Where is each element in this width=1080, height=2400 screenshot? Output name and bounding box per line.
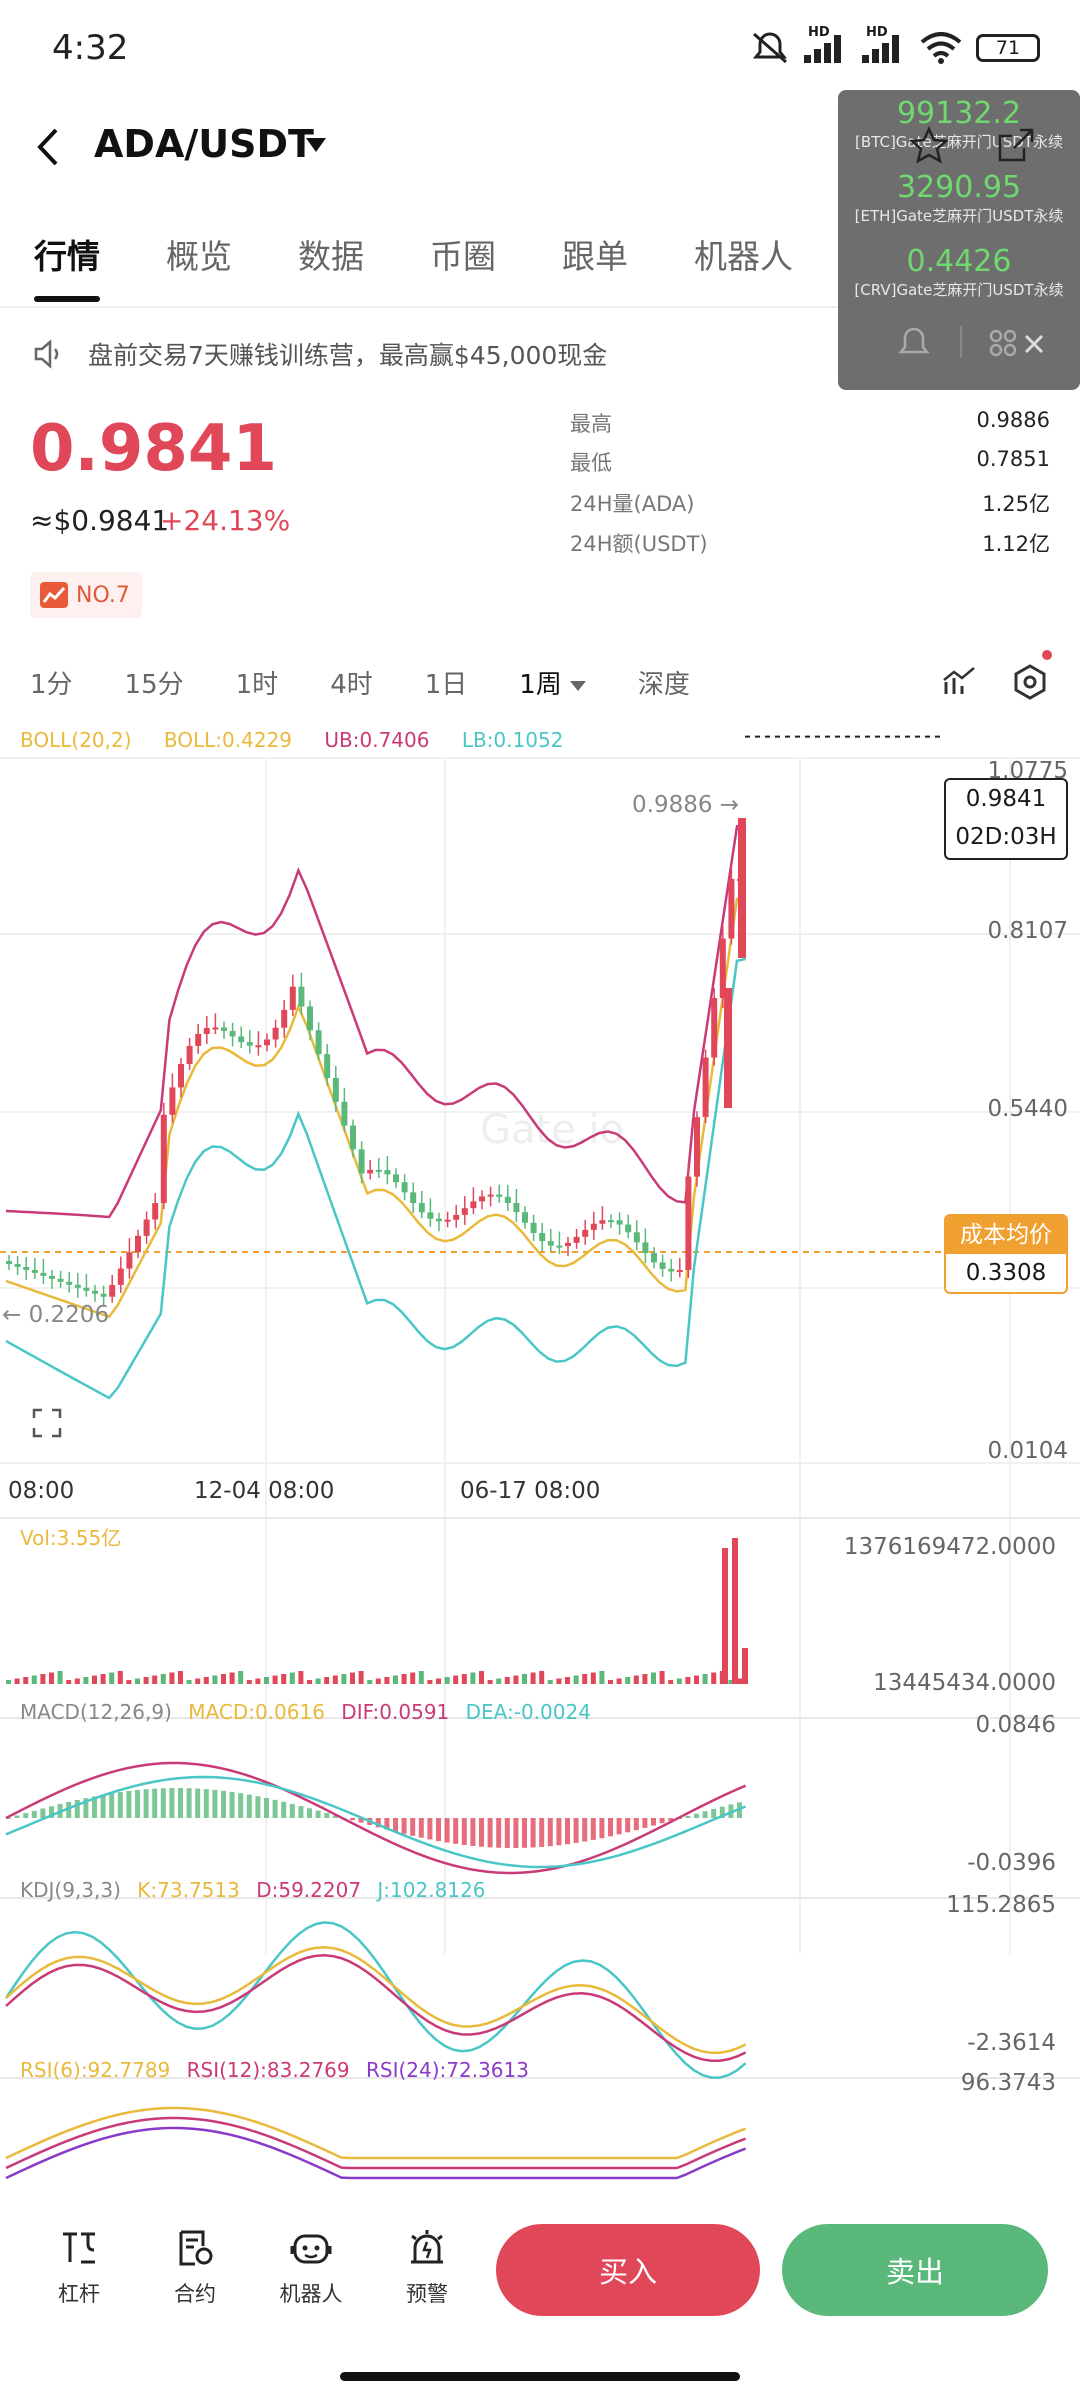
tf-1d[interactable]: 1日: [424, 670, 468, 700]
grid-icon[interactable]: [988, 328, 1018, 358]
signal-icon-2: HD: [862, 25, 906, 63]
ticker-eth[interactable]: 3290.95 [ETH]Gate芝麻开门USDT永续: [854, 170, 1064, 225]
sub-panels: [4, 1538, 748, 2180]
stat-low: 最低 0.7851: [570, 447, 1050, 475]
pair-dropdown-icon[interactable]: [306, 138, 326, 152]
nav-alert[interactable]: 预警: [382, 2228, 472, 2308]
nav-contract[interactable]: 合约: [150, 2228, 240, 2308]
signal-icon: HD: [804, 25, 848, 63]
battery-icon: 71: [976, 34, 1040, 62]
tab-bot[interactable]: 机器人: [694, 237, 793, 276]
buy-button[interactable]: 买入: [496, 2224, 760, 2316]
candles: [6, 818, 746, 1307]
back-icon[interactable]: [28, 122, 68, 172]
low-marker: ← 0.2206: [2, 1302, 110, 1328]
x-tick-2: 12-04 08:00: [194, 1478, 335, 1504]
tf-caret-icon: [569, 680, 586, 691]
rsi-legend: RSI(6):92.7789 RSI(12):83.2769 RSI(24):7…: [20, 2058, 529, 2082]
stat-turnover: 24H额(USDT) 1.12亿: [570, 532, 1050, 556]
contract-icon: [179, 2230, 213, 2266]
indicator-icon[interactable]: [942, 664, 976, 698]
bell-icon[interactable]: [898, 326, 930, 362]
rank-badge[interactable]: NO.7: [30, 572, 142, 618]
last-price: 0.9841: [30, 412, 277, 486]
tab-community[interactable]: 币圈: [430, 237, 496, 276]
macd-legend: MACD(12,26,9) MACD:0.0616 DIF:0.0591 DEA…: [20, 1700, 591, 1724]
close-icon[interactable]: [1024, 334, 1044, 354]
vol-legend: Vol:3.55亿: [20, 1526, 122, 1550]
cost-price-box[interactable]: 成本均价 0.3308: [944, 1214, 1068, 1294]
sell-button[interactable]: 卖出: [782, 2224, 1048, 2316]
settings-icon[interactable]: [1012, 664, 1048, 700]
tf-1w[interactable]: 1周: [519, 664, 586, 701]
tf-4h[interactable]: 4时: [330, 670, 373, 700]
chart-watermark: Gate.io: [480, 1107, 624, 1153]
tab-overview[interactable]: 概览: [166, 237, 232, 276]
nav-leverage[interactable]: 杠杆: [34, 2228, 124, 2308]
robot-icon: [290, 2234, 332, 2264]
status-time: 4:32: [52, 28, 129, 68]
macd-max: 0.0846: [975, 1712, 1056, 1738]
kdj-min: -2.3614: [967, 2030, 1056, 2056]
tf-1m[interactable]: 1分: [30, 670, 73, 700]
vol-min: 13445434.0000: [873, 1670, 1056, 1696]
y-tick-3: 0.5440: [987, 1096, 1068, 1122]
mute-icon: [752, 32, 788, 64]
stat-high: 最高 0.9886: [570, 408, 1050, 436]
announcement-bar[interactable]: 盘前交易7天赚钱训练营，最高赢$45,000现金: [32, 336, 607, 372]
pair-title[interactable]: ADA/USDT: [94, 122, 314, 166]
stat-volume: 24H量(ADA) 1.25亿: [570, 492, 1050, 516]
price-usd: ≈$0.9841: [30, 504, 170, 537]
boll-lines: [5, 824, 746, 1400]
tf-15m[interactable]: 15分: [124, 670, 184, 700]
floating-ticker[interactable]: 99132.2 [BTC]Gate芝麻开门USDT永续 3290.95 [ETH…: [838, 90, 1080, 390]
star-icon[interactable]: [910, 126, 948, 164]
chart-grid: [0, 735, 1080, 2079]
home-indicator[interactable]: [340, 2372, 740, 2381]
tf-1h[interactable]: 1时: [235, 670, 279, 700]
x-tick-1: 08:00: [8, 1478, 75, 1504]
kdj-legend: KDJ(9,3,3) K:73.7513 D:59.2207 J:102.812…: [20, 1878, 486, 1902]
price-change: +24.13%: [160, 504, 291, 537]
nav-bot[interactable]: 机器人: [266, 2228, 356, 2308]
macd-min: -0.0396: [967, 1850, 1056, 1876]
kline-chart[interactable]: Gate.io: [0, 718, 1080, 2186]
status-icons: HD HD 71: [750, 25, 1040, 66]
speaker-icon: [34, 339, 59, 369]
tab-data[interactable]: 数据: [298, 237, 364, 276]
boll-legend: BOLL(20,2) BOLL:0.4229 UB:0.7406 LB:0.10…: [20, 728, 564, 752]
kdj-max: 115.2865: [946, 1892, 1056, 1918]
main-tabs: 行情 概览 数据 币圈 跟单 机器人: [34, 230, 859, 302]
announcement-text: 盘前交易7天赚钱训练营，最高赢$45,000现金: [88, 341, 608, 370]
tf-depth[interactable]: 深度: [637, 670, 690, 700]
alarm-icon: [411, 2230, 443, 2264]
vol-max: 1376169472.0000: [843, 1534, 1056, 1560]
rank-label: NO.7: [76, 582, 130, 608]
leverage-icon: [63, 2232, 95, 2264]
settings-dot: [1042, 650, 1052, 660]
share-icon[interactable]: [996, 126, 1036, 164]
last-price-box: 0.9841 02D:03H: [944, 778, 1068, 860]
ticker-btc[interactable]: 99132.2 [BTC]Gate芝麻开门USDT永续: [855, 96, 1063, 151]
high-marker: 0.9886 →: [632, 792, 740, 818]
rsi-max: 96.3743: [960, 2070, 1056, 2096]
x-tick-3: 06-17 08:00: [460, 1478, 601, 1504]
y-tick-5: 0.0104: [987, 1438, 1068, 1464]
y-tick-2: 0.8107: [987, 918, 1068, 944]
wifi-icon: [920, 32, 962, 64]
timeframe-bar: 1分 15分 1时 4时 1日 1周 深度: [30, 664, 742, 701]
fullscreen-icon[interactable]: [32, 1408, 62, 1438]
tab-copy-trade[interactable]: 跟单: [562, 237, 628, 276]
tab-market[interactable]: 行情: [34, 230, 100, 302]
tab-divider: [0, 306, 1080, 308]
ticker-crv[interactable]: 0.4426 [CRV]Gate芝麻开门USDT永续: [854, 244, 1064, 299]
trend-icon: [40, 582, 68, 608]
